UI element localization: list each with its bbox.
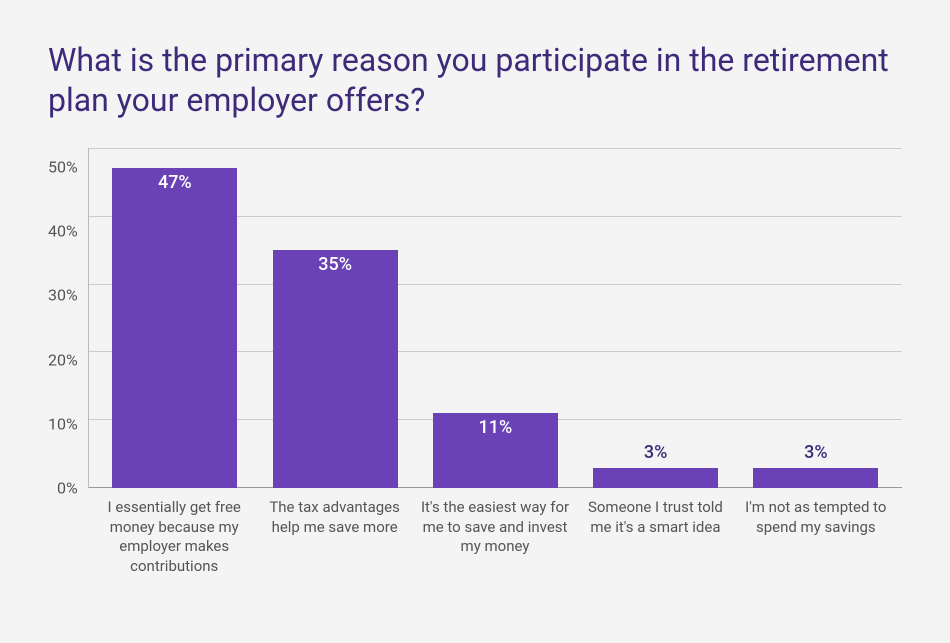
y-tick-label: 30% — [48, 286, 78, 305]
x-labels: I essentially get free money because my … — [94, 488, 896, 576]
bar-slot: 35% — [255, 148, 415, 488]
bar-value-label: 3% — [644, 442, 667, 463]
y-tick-label: 10% — [48, 414, 78, 433]
bar-slot: 3% — [736, 148, 896, 488]
y-axis: 50%40%30%20%10%0% — [48, 148, 88, 488]
plot-area: 47% 35% 11% 3% 3% — [88, 148, 902, 488]
bars-container: 47% 35% 11% 3% 3% — [89, 148, 902, 488]
bar-slot: 47% — [95, 148, 255, 488]
bar: 3% — [753, 468, 878, 488]
bar-slot: 3% — [576, 148, 736, 488]
x-tick-label: It's the easiest way for me to save and … — [415, 488, 575, 576]
y-tick-label: 40% — [48, 222, 78, 241]
bar: 47% — [112, 168, 237, 488]
bar-slot: 11% — [415, 148, 575, 488]
bar-value-label: 35% — [318, 254, 352, 275]
chart-title: What is the primary reason you participa… — [48, 40, 902, 120]
bar-value-label: 3% — [804, 442, 827, 463]
x-tick-label: I essentially get free money because my … — [94, 488, 254, 576]
y-tick-label: 0% — [57, 478, 78, 497]
x-tick-label: Someone I trust told me it's a smart ide… — [575, 488, 735, 576]
x-tick-label: The tax advantages help me save more — [254, 488, 414, 576]
bar-value-label: 11% — [479, 417, 513, 438]
bar: 3% — [593, 468, 718, 488]
x-tick-label: I'm not as tempted to spend my savings — [736, 488, 896, 576]
bar-value-label: 47% — [158, 172, 192, 193]
y-tick-label: 20% — [48, 350, 78, 369]
bar: 35% — [273, 250, 398, 488]
chart-area: 50%40%30%20%10%0% 47%35%11%3%3% — [48, 148, 902, 488]
x-axis: I essentially get free money because my … — [48, 488, 902, 576]
bar: 11% — [433, 413, 558, 488]
y-tick-label: 50% — [48, 158, 78, 177]
